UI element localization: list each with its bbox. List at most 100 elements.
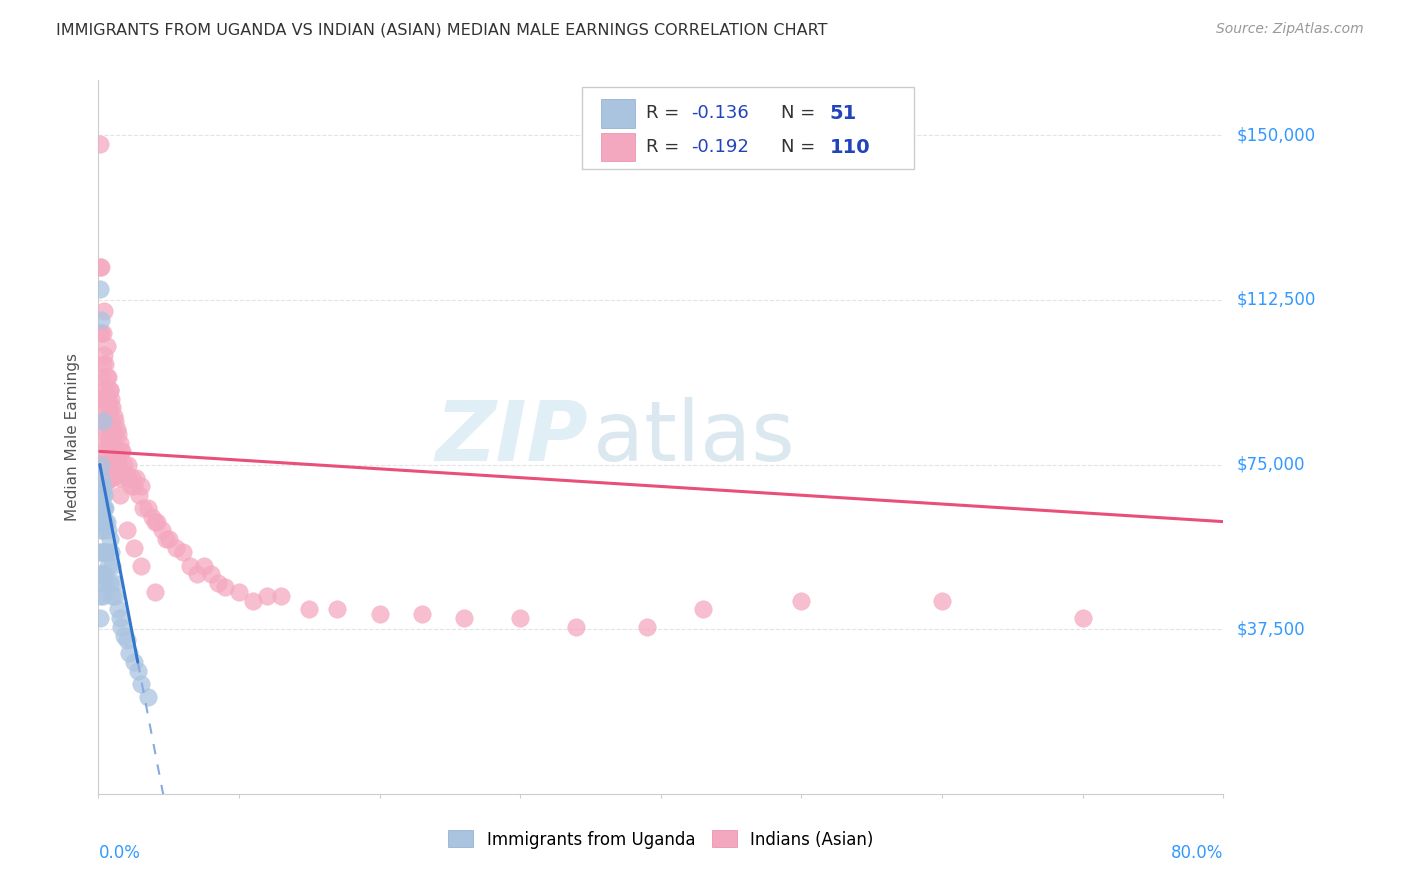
Point: [98, 426, 121, 441]
Point: [93, 488, 115, 502]
Point: [97, 524, 120, 538]
Point: [107, 426, 129, 441]
Point: [93, 501, 115, 516]
Text: R =: R =: [647, 138, 685, 156]
Point: [157, 532, 180, 546]
Point: [368, 607, 391, 621]
Point: [103, 409, 125, 424]
Point: [214, 581, 236, 595]
Point: [115, 471, 138, 485]
Point: [136, 501, 159, 516]
Point: [98, 532, 121, 546]
Point: [101, 444, 124, 458]
Point: [100, 414, 122, 428]
Point: [89, 545, 111, 559]
Point: [107, 458, 129, 472]
Point: [155, 532, 177, 546]
Point: [1071, 611, 1094, 625]
Point: [108, 488, 131, 502]
Point: [90, 401, 112, 415]
Point: [98, 383, 121, 397]
Point: [90, 524, 112, 538]
Point: [97, 558, 120, 573]
FancyBboxPatch shape: [602, 133, 636, 161]
Point: [100, 435, 122, 450]
Text: R =: R =: [647, 104, 685, 122]
Point: [111, 444, 134, 458]
Point: [90, 545, 112, 559]
Point: [117, 458, 139, 472]
Point: [93, 414, 115, 428]
Point: [93, 545, 115, 559]
Point: [101, 589, 124, 603]
Point: [105, 453, 128, 467]
Point: [127, 664, 149, 678]
Text: $112,500: $112,500: [1237, 291, 1316, 309]
Text: $37,500: $37,500: [1237, 620, 1306, 638]
Point: [100, 392, 122, 406]
Point: [100, 471, 122, 485]
Point: [91, 414, 114, 428]
Point: [101, 558, 124, 573]
Point: [89, 589, 111, 603]
Text: 51: 51: [830, 104, 856, 123]
Point: [108, 611, 131, 625]
Point: [101, 426, 124, 441]
Point: [165, 541, 187, 555]
Point: [90, 369, 112, 384]
Point: [105, 422, 128, 436]
Point: [207, 576, 229, 591]
Point: [101, 471, 124, 485]
Point: [104, 589, 127, 603]
Point: [565, 620, 588, 634]
Point: [89, 611, 111, 625]
Point: [103, 426, 125, 441]
Point: [93, 567, 115, 582]
Text: 80.0%: 80.0%: [1171, 844, 1223, 862]
Point: [120, 479, 142, 493]
Point: [91, 567, 114, 582]
Point: [91, 426, 114, 441]
Point: [200, 567, 222, 582]
Point: [94, 414, 117, 428]
Point: [636, 620, 658, 634]
Point: [136, 690, 159, 705]
Point: [98, 401, 121, 415]
Y-axis label: Median Male Earnings: Median Male Earnings: [65, 353, 80, 521]
Text: ZIP: ZIP: [434, 397, 588, 477]
Point: [89, 282, 111, 296]
Point: [110, 620, 132, 634]
Point: [90, 471, 112, 485]
Point: [101, 422, 124, 436]
Point: [96, 458, 118, 472]
Point: [692, 602, 714, 616]
Text: N =: N =: [782, 104, 821, 122]
Point: [96, 545, 118, 559]
Point: [96, 339, 118, 353]
Point: [91, 589, 114, 603]
Point: [94, 479, 117, 493]
Point: [141, 510, 163, 524]
Point: [298, 602, 321, 616]
Point: [179, 558, 201, 573]
Point: [150, 524, 173, 538]
Point: [122, 479, 145, 493]
Point: [94, 383, 117, 397]
Point: [104, 444, 127, 458]
Point: [90, 312, 112, 326]
Point: [112, 458, 135, 472]
Point: [108, 435, 131, 450]
Point: [172, 545, 194, 559]
Point: [89, 260, 111, 274]
Point: [91, 545, 114, 559]
Point: [411, 607, 433, 621]
Point: [129, 558, 152, 573]
Point: [143, 515, 166, 529]
Point: [104, 458, 127, 472]
Point: [91, 479, 114, 493]
Point: [97, 471, 120, 485]
Point: [96, 401, 118, 415]
Point: [129, 677, 152, 691]
Point: [96, 369, 118, 384]
Point: [91, 501, 114, 516]
